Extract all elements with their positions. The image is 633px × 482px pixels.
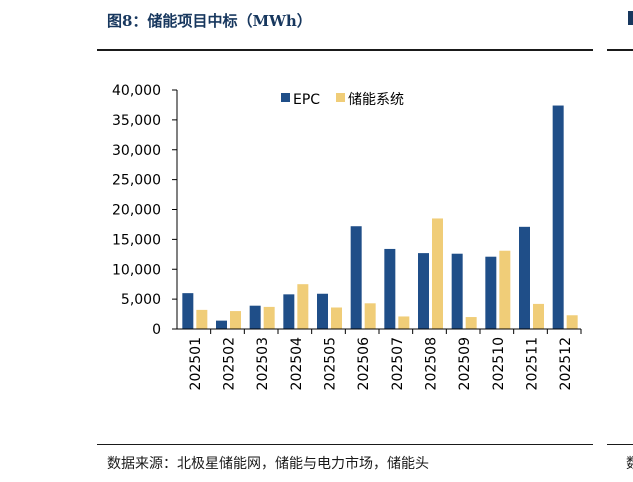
next-figure-title-fragment <box>628 11 633 25</box>
bar-storage-system-202509 <box>465 317 477 329</box>
y-tick-label: 20,000 <box>112 203 161 219</box>
x-axis-labels: 202501 202502 202503 202504 202505 202506 2025… <box>188 329 582 391</box>
bar-epc-202512 <box>552 105 564 329</box>
bar-epc-202504 <box>283 294 295 329</box>
bar-storage-system-202501 <box>196 309 208 329</box>
bar-storage-system-202502 <box>230 311 241 329</box>
bar-epc-202507 <box>384 248 396 329</box>
figure-title: 图8：储能项目中标（MWh） <box>107 12 312 30</box>
source-rule <box>97 444 593 445</box>
y-tick-label: 35,000 <box>112 113 161 129</box>
x-tick-label: 202510 <box>491 337 507 390</box>
bar-epc-202508 <box>418 253 429 329</box>
next-figure-rule <box>607 49 633 51</box>
y-axis-ticks: 0 5,000 10,000 15,000 20,000 25,000 30,000 35,0… <box>112 83 177 338</box>
y-tick-label: 30,000 <box>112 143 161 159</box>
bar-epc-202506 <box>350 226 362 329</box>
bar-epc-202501 <box>182 293 194 329</box>
legend: EPC 储能系统 <box>281 92 404 108</box>
bars <box>182 105 578 329</box>
y-tick-label: 40,000 <box>112 83 161 99</box>
bar-storage-system-202507 <box>398 316 410 329</box>
y-tick-label: 25,000 <box>112 173 161 189</box>
x-tick-label: 202503 <box>255 337 271 390</box>
bar-storage-system-202511 <box>533 303 544 329</box>
x-tick-label: 202501 <box>188 337 204 390</box>
x-tick-label: 202506 <box>356 337 372 391</box>
next-source-rule <box>607 444 633 445</box>
x-tick-label: 202505 <box>323 337 339 390</box>
title-rule <box>97 49 593 51</box>
bar-epc-202505 <box>317 293 328 329</box>
legend-label-storage-system: 储能系统 <box>348 92 404 108</box>
y-tick-label: 10,000 <box>112 262 161 278</box>
y-tick-label: 15,000 <box>112 232 161 248</box>
bar-epc-202510 <box>485 256 497 329</box>
x-tick-label: 202509 <box>457 337 473 390</box>
x-tick-label: 202507 <box>390 337 406 390</box>
y-tick-label: 5,000 <box>121 292 161 308</box>
legend-swatch-storage-system <box>336 93 345 102</box>
bar-epc-202502 <box>216 320 227 329</box>
bar-storage-system-202504 <box>297 284 309 329</box>
bar-storage-system-202506 <box>364 303 376 329</box>
bar-storage-system-202512 <box>566 315 578 329</box>
source-note: 数据来源：北极星储能网，储能与电力市场，储能头 <box>107 456 429 472</box>
bar-storage-system-202505 <box>331 307 342 329</box>
x-tick-label: 202511 <box>525 337 541 390</box>
bar-epc-202509 <box>451 253 463 329</box>
legend-label-epc: EPC <box>293 92 320 108</box>
next-source-fragment: 数 <box>626 453 633 473</box>
bar-epc-202503 <box>249 305 261 329</box>
bar-storage-system-202510 <box>499 250 511 329</box>
x-tick-label: 202508 <box>424 337 440 390</box>
y-tick-label: 0 <box>152 322 161 338</box>
bar-storage-system-202503 <box>263 306 275 329</box>
x-tick-label: 202504 <box>289 337 305 391</box>
x-tick-label: 202502 <box>222 337 238 390</box>
bar-storage-system-202508 <box>432 218 443 329</box>
bar-epc-202511 <box>519 226 530 329</box>
legend-swatch-epc <box>281 93 290 102</box>
x-tick-label: 202512 <box>558 337 574 390</box>
